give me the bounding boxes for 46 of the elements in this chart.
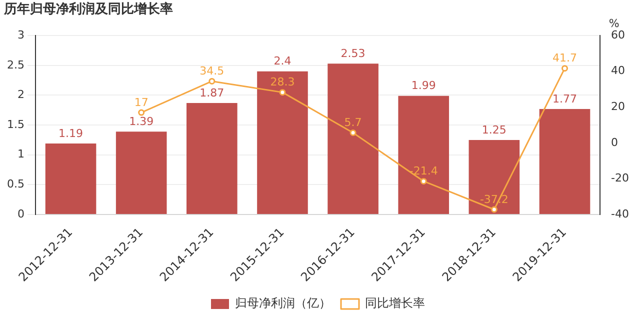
bar: [328, 64, 378, 214]
point: [208, 78, 216, 84]
point: [138, 109, 145, 116]
data-label: 1.77: [552, 92, 577, 106]
y-tick-label: 1: [17, 148, 24, 161]
y-tick-label: 0.5: [6, 178, 24, 191]
y2-tick-label: 60: [611, 28, 626, 42]
y2-tick-label: 20: [611, 100, 626, 114]
data-label: 34.5: [200, 64, 224, 78]
point: [279, 89, 286, 96]
data-label: 17: [134, 96, 148, 109]
data-label: 1.99: [411, 79, 436, 92]
y-tick-label: 1.5: [6, 118, 24, 131]
bar: [398, 96, 450, 214]
y2-axis-title: %: [608, 16, 620, 30]
bar: [186, 102, 238, 214]
chart-title: 历年归母净利润及同比增长率: [3, 1, 173, 18]
y2-tick-label: 40: [611, 64, 626, 78]
bar: [257, 71, 308, 214]
bar: [539, 108, 590, 214]
y-tick-label: 2.5: [6, 58, 24, 72]
y2-tick-label: -20: [611, 172, 629, 185]
data-label: 2.53: [340, 46, 366, 60]
point: [562, 65, 568, 72]
point: [350, 129, 356, 136]
y-tick-label: 3: [17, 28, 24, 42]
y-tick-label: 2: [17, 88, 24, 102]
legend-label: 同比增长率: [365, 296, 425, 310]
data-label: 2.4: [274, 54, 292, 68]
point: [490, 206, 498, 213]
y2-tick-label: 0: [611, 136, 618, 149]
bar: [468, 140, 520, 214]
bar: [116, 132, 167, 214]
data-label: 28.3: [270, 76, 295, 89]
data-label: 1.19: [58, 126, 84, 140]
y-tick-label: 0: [17, 207, 24, 220]
y2-tick-label: -40: [611, 207, 629, 220]
data-label: 5.7: [344, 116, 362, 130]
point: [420, 178, 427, 184]
legend-label: 归母净利润（亿）: [235, 296, 331, 310]
data-label: 1.25: [482, 123, 506, 136]
data-label: 1.87: [200, 86, 224, 100]
data-label: 41.7: [552, 52, 577, 65]
bar: [45, 144, 96, 214]
data-label: -21.4: [409, 164, 438, 178]
data-label: 1.39: [129, 114, 154, 128]
